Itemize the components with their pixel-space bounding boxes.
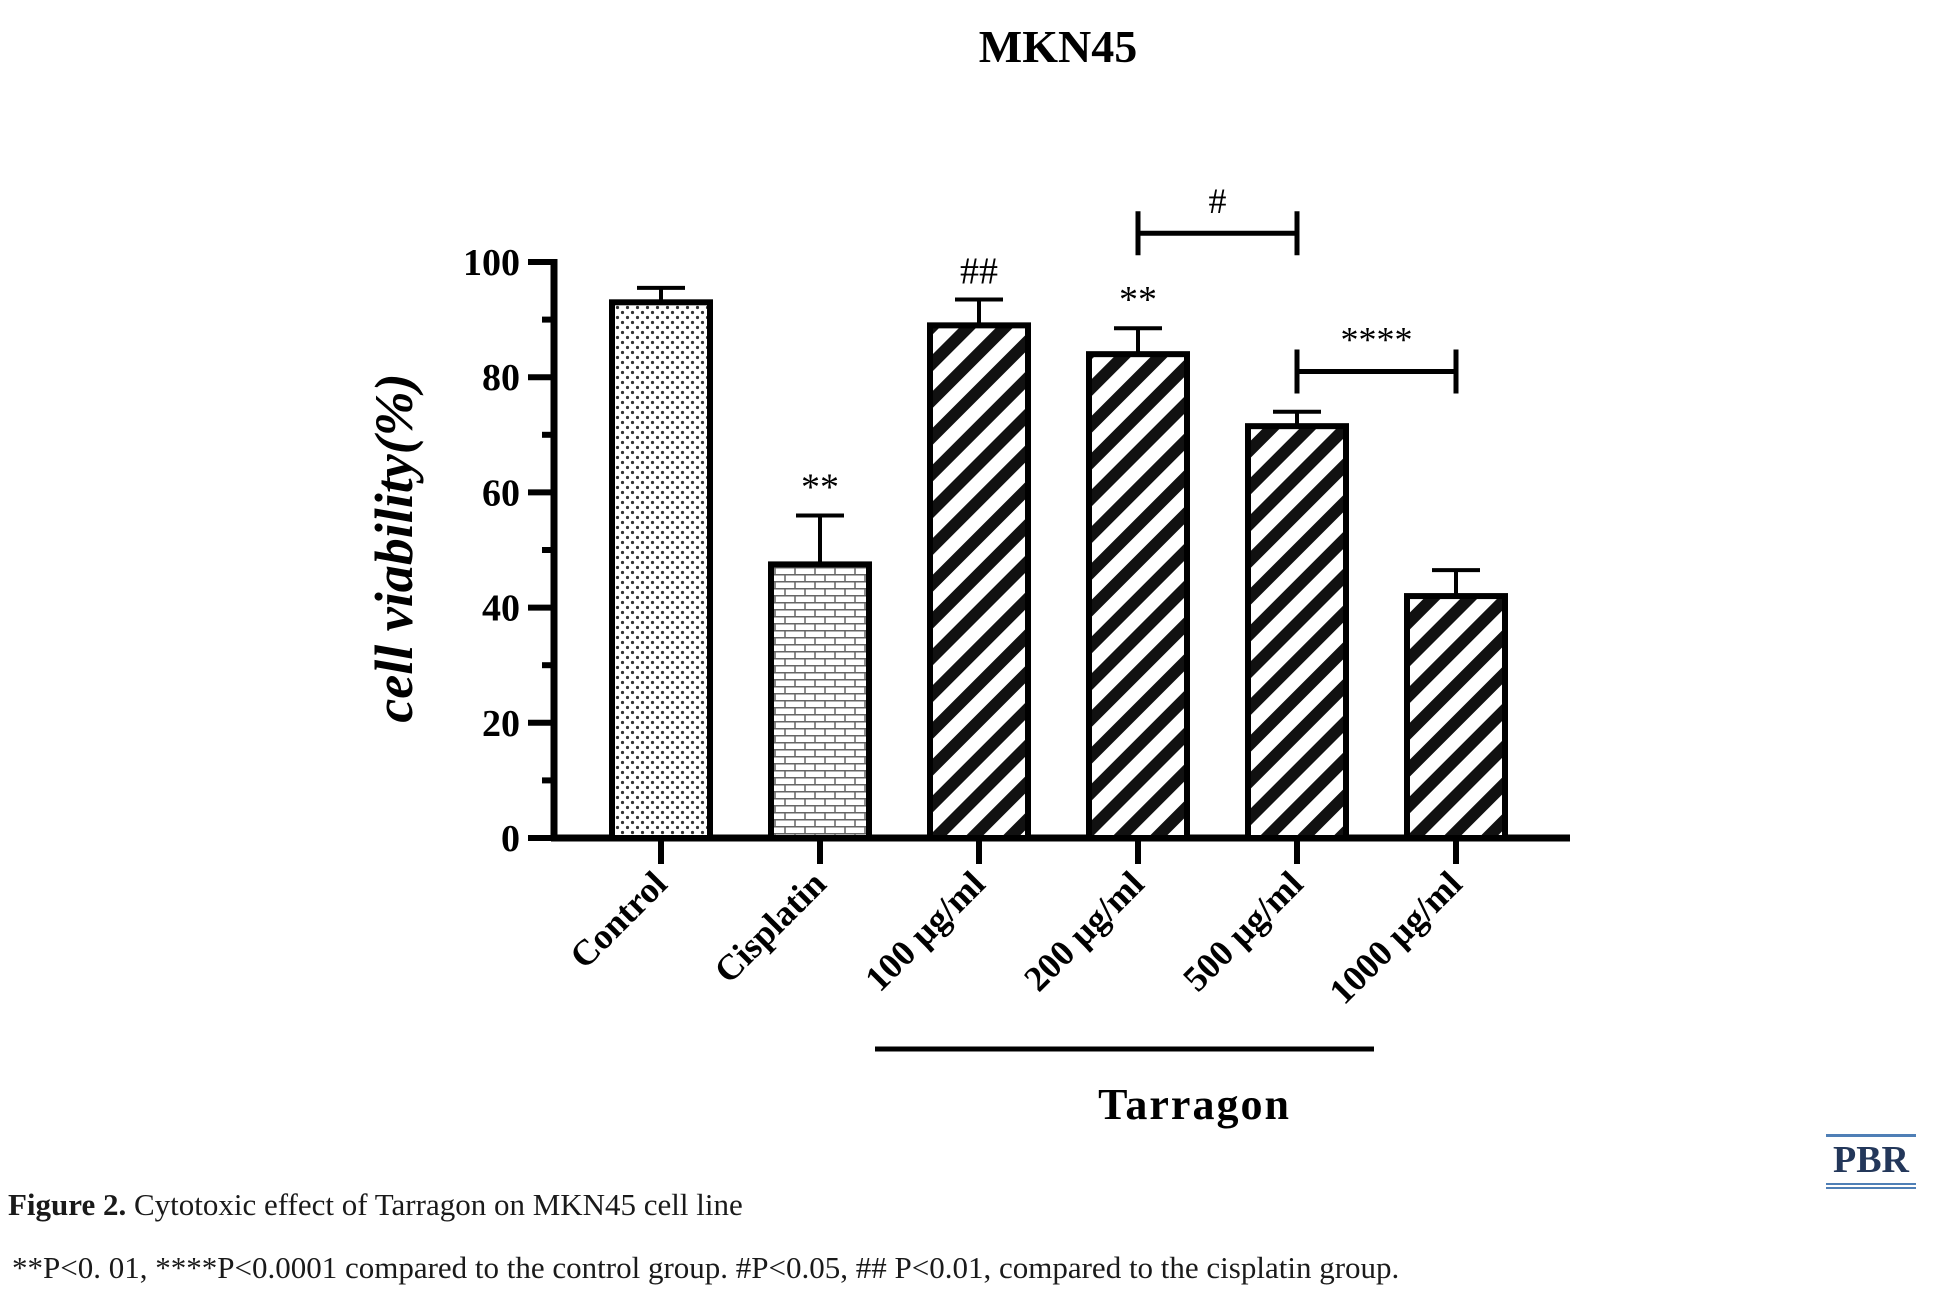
x-axis: Control Cisplatin 100 µg/ml 200 µg/ml 500 µg… [551,834,1570,1012]
y-tick-label: 80 [482,357,520,399]
x-tick-label: 1000 µg/ml [1321,863,1469,1011]
y-tick-label: 40 [482,588,520,630]
bar [1086,351,1190,841]
x-tick-label: 200 µg/ml [1016,863,1152,999]
y-tick-label: 60 [482,472,520,514]
caption-text: Cytotoxic effect of Tarragon on MKN45 ce… [126,1187,743,1222]
y-tick-label: 20 [482,703,520,745]
bar [768,561,872,842]
bar [1404,593,1508,842]
group-label: Tarragon [1098,1080,1291,1129]
bars [609,285,1508,842]
significance-annotations: ** ## ** # **** [801,181,1459,508]
x-tick-label: Cisplatin [706,863,833,990]
bar [609,299,713,841]
x-tick-label: 100 µg/ml [857,863,993,999]
y-tick-label: 0 [501,818,520,860]
bracket-label: **** [1341,319,1413,359]
bar [1245,423,1349,841]
caption-label: Figure 2. [8,1187,127,1222]
y-axis-label: cell viability(%) [364,373,424,722]
y-tick-label: 100 [463,242,520,284]
bracket-label: # [1209,181,1227,221]
figure-caption: Figure 2. Cytotoxic effect of Tarragon o… [8,1187,743,1223]
significance-marker: ** [801,466,839,508]
bar [927,322,1031,841]
pbr-logo: PBR [1826,1134,1916,1189]
x-tick-label: 500 µg/ml [1175,863,1311,999]
chart-title: MKN45 [979,21,1137,72]
caption-note: **P<0. 01, ****P<0.0001 compared to the … [12,1250,1400,1285]
significance-marker: ** [1119,279,1157,321]
y-axis: 0 20 40 60 80 100 [463,242,558,860]
significance-marker: ## [960,250,998,292]
x-tick-label: Control [562,863,675,976]
